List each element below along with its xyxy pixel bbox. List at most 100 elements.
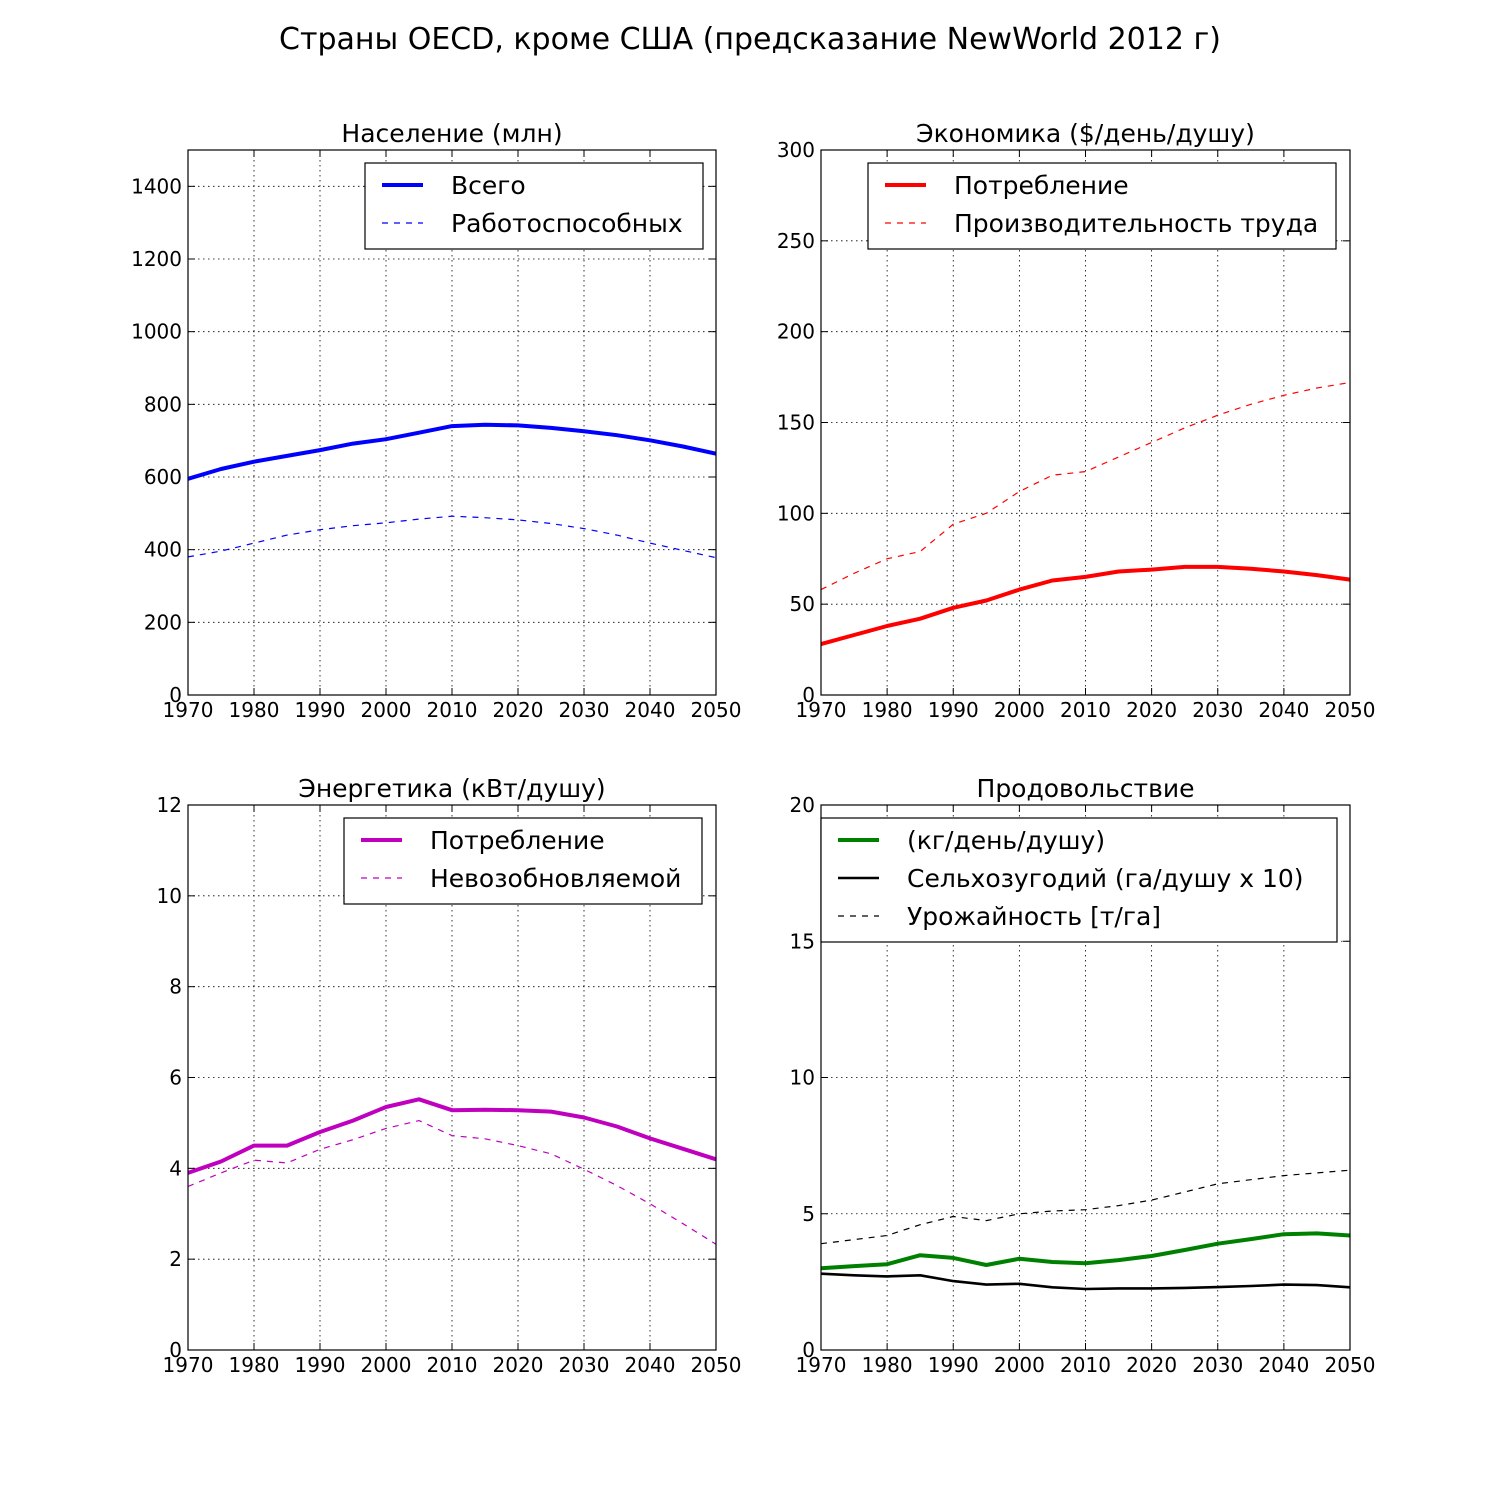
x-tick-label: 2000 (994, 1353, 1045, 1377)
legend: Потребление Невозобновляемой (343, 817, 703, 905)
y-tick-label: 6 (169, 1066, 182, 1090)
y-tick-label: 1400 (131, 174, 182, 198)
panel-3: Энергетика (кВт/душу)1970 1980 1990 2000 201… (157, 774, 742, 1377)
x-tick-label: 2000 (361, 1353, 412, 1377)
y-tick-label: 300 (777, 138, 815, 162)
panel-1: Население (млн)1970 1980 1990 2000 2010 2020 2… (131, 119, 741, 722)
x-tick-label: 2040 (625, 698, 676, 722)
series-line-1 (820, 564, 1351, 647)
x-tick-label: 2030 (559, 698, 610, 722)
x-tick-label: 1980 (862, 698, 913, 722)
y-tick-label: 1200 (131, 247, 182, 271)
legend: (кг/день/душу) Сельхозугодий (га/душу x 1… (820, 817, 1338, 943)
legend: Потребление Производительность труда (867, 162, 1337, 250)
y-tick-label: 12 (157, 793, 182, 817)
x-tick-label: 2000 (361, 698, 412, 722)
legend-label: Невозобновляемой (430, 864, 681, 893)
x-tick-label: 1990 (295, 698, 346, 722)
series-line-2 (187, 1119, 717, 1245)
x-tick-label: 2040 (1258, 698, 1309, 722)
series-line-2 (820, 1272, 1351, 1291)
legend-label: Потребление (954, 171, 1129, 200)
y-tick-label: 200 (777, 320, 815, 344)
legend-label: (кг/день/душу) (907, 826, 1105, 855)
y-tick-label: 10 (157, 884, 182, 908)
x-tick-label: 2040 (1258, 1353, 1309, 1377)
x-tick-label: 1970 (796, 1353, 847, 1377)
y-tick-label: 2 (169, 1247, 182, 1271)
y-tick-label: 15 (790, 929, 815, 953)
panel-2: Экономика ($/день/душу)1970 1980 1990 2000 2… (777, 119, 1376, 722)
y-tick-label: 0 (169, 683, 182, 707)
x-tick-label: 2050 (1325, 1353, 1376, 1377)
x-tick-label: 1980 (229, 1353, 280, 1377)
y-tick-label: 800 (144, 392, 182, 416)
y-tick-label: 1000 (131, 320, 182, 344)
x-tick-label: 1970 (796, 698, 847, 722)
legend-box (867, 162, 1337, 250)
legend-box (820, 817, 1338, 943)
x-tick-label: 2020 (493, 698, 544, 722)
x-tick-label: 2020 (1126, 698, 1177, 722)
plot-frame (187, 149, 717, 696)
x-tick-label: 2010 (1060, 1353, 1111, 1377)
series-line-2 (187, 515, 717, 559)
series-line-1 (820, 1231, 1351, 1271)
x-tick-label: 1990 (928, 698, 979, 722)
x-tick-label: 1970 (163, 1353, 214, 1377)
x-tick-label: 2030 (1192, 698, 1243, 722)
x-tick-label: 1990 (928, 1353, 979, 1377)
y-tick-label: 8 (169, 975, 182, 999)
x-tick-label: 2020 (493, 1353, 544, 1377)
x-tick-label: 2040 (625, 1353, 676, 1377)
y-tick-label: 250 (777, 229, 815, 253)
y-tick-label: 200 (144, 610, 182, 634)
y-tick-label: 20 (790, 793, 815, 817)
y-tick-label: 10 (790, 1066, 815, 1090)
legend-label: Производительность труда (954, 209, 1318, 238)
legend-label: Всего (451, 171, 526, 200)
x-tick-label: 2020 (1126, 1353, 1177, 1377)
x-tick-label: 2010 (1060, 698, 1111, 722)
x-tick-label: 2050 (691, 698, 742, 722)
legend: Всего Работоспособных (364, 162, 704, 250)
panel-title: Население (млн) (341, 119, 562, 148)
x-tick-label: 1980 (862, 1353, 913, 1377)
series-line-1 (187, 1097, 717, 1175)
plot-frame (820, 149, 1351, 696)
x-tick-label: 2000 (994, 698, 1045, 722)
x-tick-label: 2010 (427, 698, 478, 722)
y-tick-label: 0 (802, 1338, 815, 1362)
y-tick-label: 0 (169, 1338, 182, 1362)
x-tick-label: 1980 (229, 698, 280, 722)
y-tick-label: 4 (169, 1156, 182, 1180)
y-tick-label: 5 (802, 1202, 815, 1226)
y-tick-label: 0 (802, 683, 815, 707)
panel-title: Продовольствие (977, 774, 1195, 803)
legend-label: Урожайность [т/га] (907, 902, 1161, 931)
legend-label: Потребление (430, 826, 605, 855)
x-tick-label: 1990 (295, 1353, 346, 1377)
x-tick-label: 2010 (427, 1353, 478, 1377)
figure-title: Страны OECD, кроме США (предсказание New… (279, 22, 1221, 57)
x-tick-label: 1970 (163, 698, 214, 722)
legend-label: Сельхозугодий (га/душу x 10) (907, 864, 1304, 893)
x-tick-label: 2050 (691, 1353, 742, 1377)
y-tick-label: 100 (777, 501, 815, 525)
panel-title: Энергетика (кВт/душу) (298, 774, 605, 803)
x-tick-label: 2030 (559, 1353, 610, 1377)
plot-frame (187, 804, 717, 1351)
y-tick-label: 400 (144, 538, 182, 562)
series-line-3 (820, 1169, 1351, 1245)
legend-box (364, 162, 704, 250)
legend-label: Работоспособных (451, 209, 683, 238)
panel-title: Экономика ($/день/душу) (916, 119, 1255, 148)
series-line-1 (187, 422, 717, 481)
y-tick-label: 50 (790, 592, 815, 616)
x-tick-label: 2050 (1325, 698, 1376, 722)
series-line-2 (820, 381, 1351, 591)
legend-box (343, 817, 703, 905)
y-tick-label: 600 (144, 465, 182, 489)
